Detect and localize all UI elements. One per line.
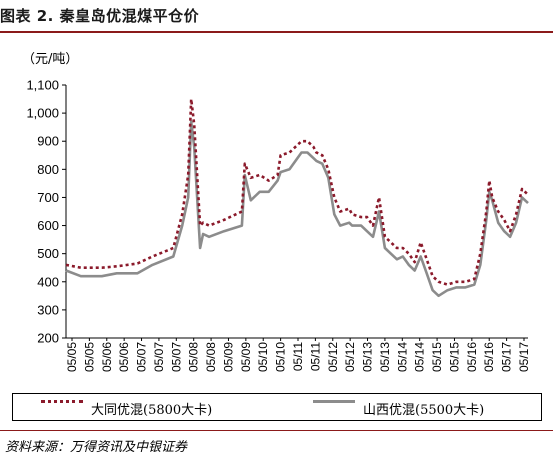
y-tick-label: 900: [37, 134, 59, 149]
y-tick-label: 500: [37, 246, 59, 261]
title-divider: [0, 31, 553, 33]
x-tick-label: 05/06: [117, 342, 131, 372]
x-tick-label: 05/05: [65, 342, 79, 372]
legend-series-a-swatch: [41, 400, 83, 403]
x-tick-label: 05/12: [343, 342, 357, 372]
x-tick-label: 05/17: [517, 342, 531, 372]
x-tick-label: 05/14: [395, 342, 409, 372]
x-tick-label: 05/13: [361, 342, 375, 372]
x-tick-label: 05/06: [100, 342, 114, 372]
x-tick-label: 05/09: [221, 342, 235, 372]
source-divider: [0, 430, 553, 431]
x-tick-label: 05/07: [152, 342, 166, 372]
y-tick-label: 1,000: [26, 106, 59, 121]
legend-series-b-label: 山西优混(5500大卡): [363, 403, 485, 418]
y-tick-label: 700: [37, 190, 59, 205]
x-tick-label: 05/16: [465, 342, 479, 372]
x-tick-label: 05/15: [447, 342, 461, 372]
x-tick-label: 05/17: [500, 342, 514, 372]
x-tick-label: 05/14: [413, 342, 427, 372]
x-tick-label: 05/09: [239, 342, 253, 372]
y-tick-label: 600: [37, 218, 59, 233]
legend-series-a-label: 大同优混(5800大卡): [91, 403, 213, 418]
x-tick-label: 05/07: [169, 342, 183, 372]
x-tick-label: 05/12: [326, 342, 340, 372]
y-tick-label: 400: [37, 274, 59, 289]
series-line-shanxi: [65, 120, 529, 298]
x-tick-label: 05/15: [430, 342, 444, 372]
source-note: 资料来源：万得资讯及中银证券: [5, 440, 188, 455]
series-line-datong: [65, 97, 529, 286]
y-tick-label: 200: [37, 331, 59, 346]
legend-series-b-swatch: [313, 400, 355, 403]
x-tick-label: 05/10: [274, 342, 288, 372]
x-tick-label: 05/11: [291, 342, 305, 371]
x-tick-label: 05/07: [135, 342, 149, 372]
x-tick-label: 05/11: [308, 342, 322, 371]
y-axis-unit: （元/吨）: [22, 52, 79, 67]
figure-title: 图表 2. 秦皇岛优混煤平仓价: [0, 7, 200, 25]
x-tick-label: 05/05: [82, 342, 96, 372]
y-tick-label: 800: [37, 162, 59, 177]
x-tick-label: 05/08: [187, 342, 201, 372]
x-tick-label: 05/16: [482, 342, 496, 372]
x-tick-label: 05/08: [204, 342, 218, 372]
legend: 大同优混(5800大卡) 山西优混(5500大卡): [12, 393, 542, 421]
x-tick-label: 05/10: [256, 342, 270, 372]
y-tick-label: 300: [37, 302, 59, 317]
x-tick-label: 05/13: [378, 342, 392, 372]
y-tick-label: 1,100: [26, 78, 59, 93]
